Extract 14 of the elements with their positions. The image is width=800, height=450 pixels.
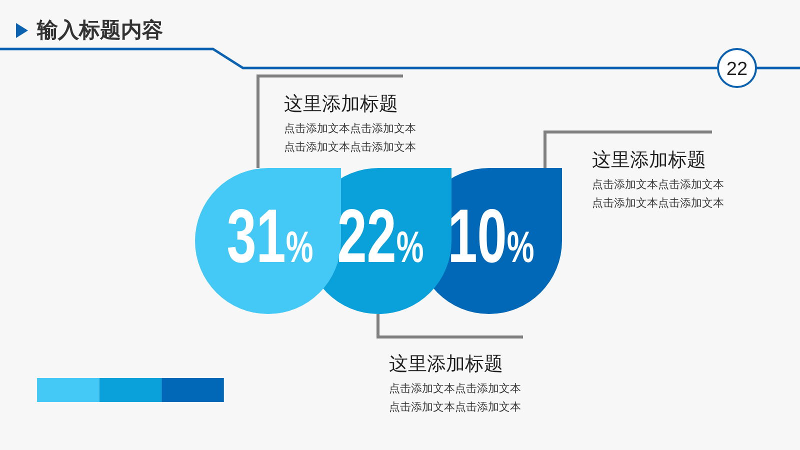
text: 点击添加文本点击添加文本 — [284, 140, 416, 154]
data-label: 10% — [448, 194, 534, 278]
text: 点击添加文本点击添加文本 — [389, 382, 521, 395]
text: 点击添加文本点击添加文本 — [592, 178, 724, 191]
text: 22 — [726, 59, 748, 80]
text: 输入标题内容 — [36, 18, 163, 42]
category-label: 这里添加标题 — [592, 149, 706, 171]
category-label: 这里添加标题 — [389, 353, 503, 375]
text: 点击添加文本点击添加文本 — [284, 122, 416, 135]
data-label: 31% — [226, 194, 314, 278]
text: 点击添加文本点击添加文本 — [592, 196, 724, 210]
text: 点击添加文本点击添加文本 — [389, 400, 521, 414]
category-label: 这里添加标题 — [284, 93, 398, 115]
data-label: 22% — [337, 194, 424, 278]
